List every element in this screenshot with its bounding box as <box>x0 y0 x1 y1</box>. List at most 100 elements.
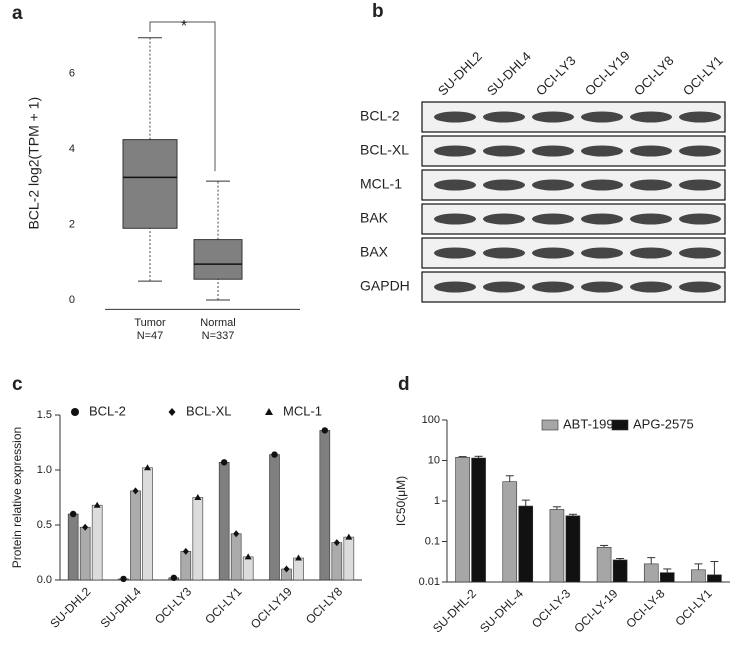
bar <box>455 456 470 583</box>
panel-label: a <box>12 3 23 24</box>
blot-band <box>483 179 525 191</box>
y-tick-label: 0.5 <box>37 519 52 531</box>
x-tick-label: OCI-LY-19 <box>571 586 620 635</box>
x-tick-label: SU-DHL4 <box>98 584 144 630</box>
blot-band <box>434 145 476 157</box>
x-tick-label: Normal <box>200 317 235 329</box>
marker <box>144 464 151 471</box>
blot-band <box>532 179 574 191</box>
blot-band <box>630 145 672 157</box>
lane-label: OCI-LY19 <box>582 48 633 99</box>
bar <box>596 546 612 583</box>
bar <box>643 563 659 583</box>
x-tick-label: OCI-LY1 <box>202 584 245 627</box>
x-tick-label: SU-DHL-2 <box>430 586 479 635</box>
blot-band <box>581 145 623 157</box>
y-tick-label: 4 <box>69 143 75 155</box>
bar <box>130 490 141 581</box>
y-axis-label: Protein relative expression <box>10 427 24 568</box>
bar <box>659 572 675 583</box>
y-tick-label: 2 <box>69 218 75 230</box>
panel-label: c <box>12 374 23 395</box>
bar <box>242 556 254 581</box>
lane-label: OCI-LY3 <box>533 53 579 99</box>
bar <box>502 481 518 583</box>
marker <box>220 459 228 466</box>
blot-band <box>679 179 721 191</box>
x-tick-label: OCI-LY-8 <box>623 586 668 631</box>
y-tick-label: 10 <box>428 454 440 466</box>
y-tick-label: 1 <box>434 495 440 507</box>
blot-band <box>434 179 476 191</box>
legend-label: BCL-XL <box>186 403 232 418</box>
x-tick-label: OCI-LY1 <box>672 586 715 629</box>
blot-band <box>630 281 672 293</box>
significance-bracket <box>149 21 216 172</box>
y-tick-label: 0 <box>69 294 75 306</box>
blot-band <box>679 213 721 225</box>
legend-swatch <box>541 419 559 431</box>
bar <box>691 569 706 583</box>
legend-marker <box>71 408 79 416</box>
blot-band <box>483 247 525 259</box>
bar <box>518 505 534 583</box>
y-axis-label: BCL-2 log2(TPM + 1) <box>26 97 42 230</box>
bar <box>331 542 343 581</box>
bar <box>707 574 722 583</box>
panel-label: b <box>372 1 384 22</box>
blot-band <box>483 111 525 123</box>
marker <box>132 487 139 495</box>
y-tick-label: 0.0 <box>37 574 52 586</box>
bar <box>230 533 242 581</box>
marker <box>182 547 189 555</box>
bar <box>79 526 91 581</box>
blot-band <box>581 247 623 259</box>
marker <box>271 451 278 458</box>
blot-band <box>434 213 476 225</box>
bar <box>218 461 230 581</box>
lane-label: OCI-LY1 <box>680 53 726 99</box>
x-tick-label: SU-DHL-4 <box>477 586 526 635</box>
x-tick-label: OCI-LY-3 <box>529 586 574 631</box>
lane-label: SU-DHL2 <box>435 49 485 99</box>
blot-band <box>532 281 574 293</box>
legend-label: APG-2575 <box>633 416 694 431</box>
x-tick-label: OCI-LY3 <box>152 584 195 627</box>
blot-band <box>532 213 574 225</box>
x-tick-label: SU-DHL2 <box>47 584 93 630</box>
x-tick-note: N=337 <box>202 330 235 342</box>
annotation: * <box>181 18 187 35</box>
x-tick-label: Tumor <box>134 317 166 329</box>
box <box>122 139 178 229</box>
blot-band <box>581 179 623 191</box>
protein-label: BCL-2 <box>360 108 400 124</box>
legend-label: MCL-1 <box>283 403 322 418</box>
bar <box>471 457 486 583</box>
lane-label: SU-DHL4 <box>484 49 534 99</box>
box <box>193 239 243 280</box>
y-tick-label: 100 <box>422 414 440 426</box>
bar <box>180 551 192 581</box>
bar <box>142 467 153 581</box>
marker <box>283 565 290 573</box>
protein-label: BAX <box>360 244 389 260</box>
marker <box>345 533 353 540</box>
bar <box>293 557 304 581</box>
blot-band <box>434 111 476 123</box>
legend-marker <box>265 408 273 415</box>
legend-label: ABT-199 <box>563 416 614 431</box>
blot-band <box>581 111 623 123</box>
blot-band <box>483 281 525 293</box>
protein-label: GAPDH <box>360 278 410 294</box>
blot-band <box>630 111 672 123</box>
marker <box>93 501 101 508</box>
bar <box>319 430 331 581</box>
lane-label: OCI-LY8 <box>631 53 677 99</box>
marker <box>233 530 240 538</box>
y-tick-label: 6 <box>69 67 75 79</box>
blot-band <box>532 247 574 259</box>
marker <box>295 554 302 561</box>
blot-band <box>679 247 721 259</box>
